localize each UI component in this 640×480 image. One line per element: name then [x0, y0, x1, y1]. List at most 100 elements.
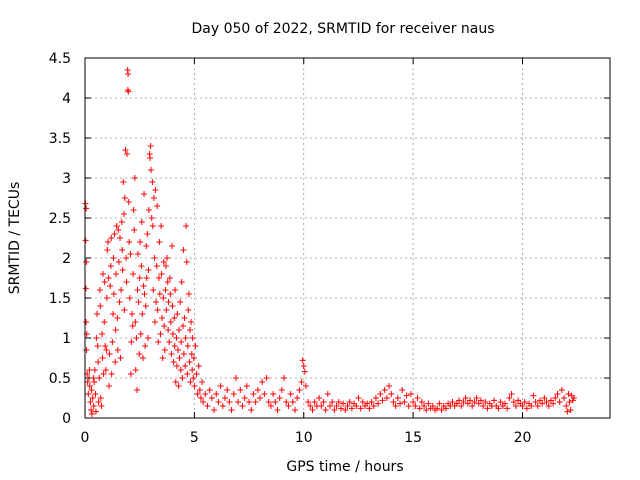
x-tick-label: 10	[295, 430, 313, 446]
data-point	[130, 271, 137, 277]
data-point	[97, 303, 104, 309]
data-point	[534, 403, 541, 409]
data-point	[82, 237, 89, 244]
data-point	[185, 307, 192, 313]
data-point	[165, 327, 172, 333]
data-point	[401, 399, 408, 405]
x-tick-label: 0	[81, 430, 90, 446]
data-point	[96, 375, 103, 381]
data-point	[190, 355, 197, 361]
data-point	[163, 307, 170, 313]
data-point	[556, 399, 563, 405]
data-point	[176, 327, 183, 333]
data-point	[316, 395, 323, 401]
data-point	[174, 347, 181, 353]
data-point	[99, 331, 106, 337]
data-point	[129, 311, 136, 317]
data-point	[91, 367, 98, 373]
data-point	[416, 405, 423, 412]
data-point	[458, 403, 465, 409]
data-point	[175, 383, 182, 389]
data-point	[552, 395, 559, 401]
data-point	[167, 319, 174, 325]
data-point	[482, 399, 489, 405]
data-point	[530, 392, 537, 399]
data-point	[241, 395, 248, 401]
data-point	[495, 405, 502, 412]
data-point	[193, 371, 200, 377]
data-point	[296, 387, 303, 393]
data-point	[130, 207, 137, 213]
data-point	[184, 371, 191, 377]
y-tick-label: 4.5	[49, 51, 71, 67]
data-point	[108, 371, 115, 377]
data-point	[119, 267, 126, 273]
data-point	[182, 363, 189, 369]
data-point	[305, 399, 312, 405]
data-point	[159, 315, 165, 321]
data-point	[570, 395, 577, 401]
data-point	[327, 403, 333, 409]
data-point	[528, 403, 535, 409]
data-point	[150, 195, 157, 201]
data-point	[164, 255, 171, 261]
data-point	[113, 223, 120, 229]
data-point	[94, 311, 101, 317]
data-point	[504, 405, 511, 412]
data-point	[97, 395, 104, 401]
data-point	[88, 387, 95, 393]
data-point	[543, 399, 550, 405]
data-point	[456, 397, 463, 404]
data-point	[372, 395, 379, 401]
data-point	[101, 319, 108, 325]
data-point	[257, 395, 263, 401]
data-point	[423, 407, 430, 413]
data-point	[353, 403, 360, 409]
plot-frame	[84, 57, 611, 419]
data-point	[320, 399, 327, 405]
data-point	[348, 405, 355, 412]
data-point	[117, 235, 123, 241]
data-point	[126, 295, 133, 301]
data-point	[176, 355, 183, 361]
data-point	[178, 279, 185, 285]
data-point	[162, 287, 169, 293]
data-point	[307, 403, 314, 409]
data-point	[421, 403, 428, 409]
data-point	[168, 351, 175, 357]
y-tick-label: 0	[62, 411, 71, 427]
data-point	[475, 400, 482, 407]
data-point	[107, 263, 114, 269]
data-point	[137, 239, 144, 245]
data-point	[118, 287, 125, 293]
data-point	[491, 397, 498, 404]
data-point	[136, 275, 143, 281]
data-point	[460, 399, 467, 405]
data-point	[88, 407, 95, 413]
data-point	[187, 327, 193, 333]
data-point	[116, 299, 123, 305]
data-point	[115, 259, 122, 265]
data-point	[98, 403, 105, 409]
data-point	[144, 231, 151, 237]
data-point	[183, 259, 190, 265]
data-point	[558, 387, 565, 393]
data-point	[189, 367, 196, 373]
data-point	[357, 405, 364, 412]
y-tick-label: 2	[62, 251, 71, 267]
y-tick-label: 3.5	[49, 131, 71, 147]
data-point	[477, 397, 484, 404]
data-point	[563, 403, 570, 409]
data-point	[114, 347, 121, 353]
data-point	[469, 403, 476, 409]
data-point	[94, 343, 101, 349]
data-point	[178, 339, 185, 345]
data-point	[190, 375, 197, 381]
data-point	[101, 279, 108, 285]
chart-title: Day 050 of 2022, SRMTID for receiver nau…	[191, 21, 494, 37]
data-point	[274, 407, 281, 413]
data-point	[508, 391, 515, 397]
data-point	[104, 247, 111, 253]
data-point	[230, 391, 237, 397]
data-point	[183, 223, 190, 229]
